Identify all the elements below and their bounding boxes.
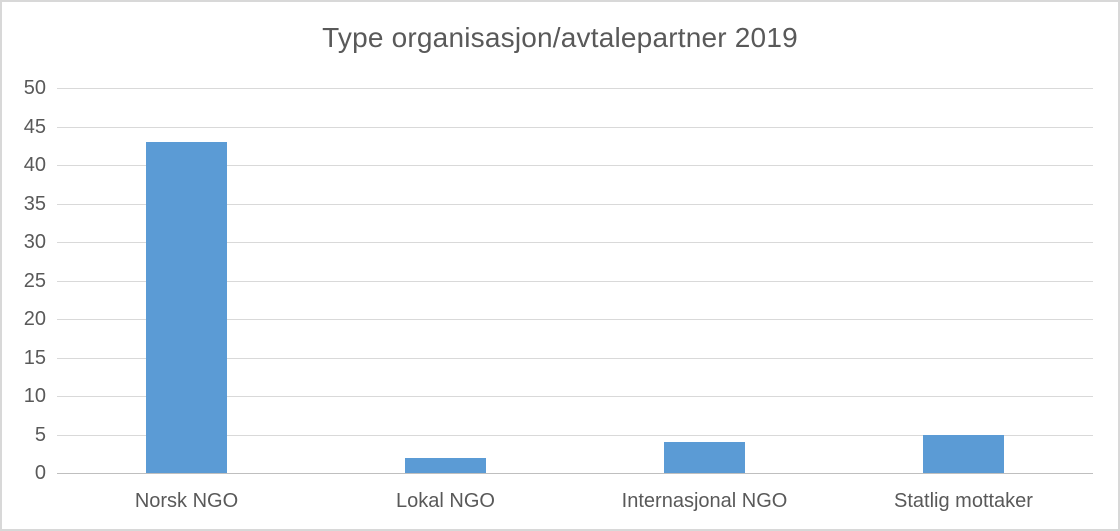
y-tick-label: 30 [23, 231, 46, 253]
x-tick-label: Internasjonal NGO [621, 490, 788, 512]
gridline [57, 357, 1093, 359]
y-tick-label: 35 [23, 192, 46, 215]
y-tick-label: 50 [23, 77, 46, 99]
gridline [57, 319, 1093, 320]
y-tick-label: 0 [34, 462, 46, 484]
y-tick-label: 10 [23, 385, 46, 407]
gridline [57, 242, 1093, 243]
y-tick-label: 40 [23, 154, 46, 176]
gridline [57, 126, 1093, 128]
bar [664, 442, 745, 473]
gridline [57, 88, 1093, 89]
x-tick-label: Statlig mottaker [894, 490, 1033, 512]
y-tick-label: 15 [23, 346, 46, 369]
gridline [57, 396, 1093, 397]
bar [923, 434, 1004, 473]
bar [405, 457, 486, 473]
x-axis-line [57, 473, 1093, 474]
gridline [57, 203, 1093, 205]
y-tick-label: 25 [23, 269, 46, 292]
gridline [57, 280, 1093, 282]
plot-area [57, 88, 1093, 474]
bar [146, 141, 227, 473]
y-tick-label: 5 [34, 423, 46, 446]
x-tick-label: Lokal NGO [396, 490, 495, 512]
y-tick-label: 45 [23, 115, 46, 138]
x-tick-label: Norsk NGO [134, 490, 239, 512]
y-tick-label: 20 [23, 308, 46, 330]
gridline [57, 165, 1093, 166]
chart-title: Type organisasjon/avtalepartner 2019 [322, 22, 798, 53]
gridline [57, 434, 1093, 436]
